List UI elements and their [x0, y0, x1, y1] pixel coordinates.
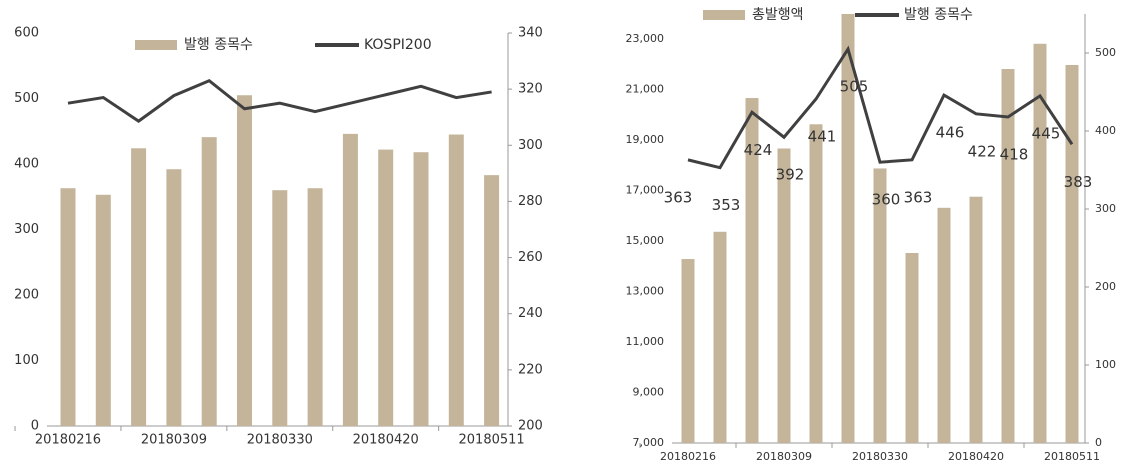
y-tick-label: 15,000: [626, 234, 665, 247]
y-tick-label: 9,000: [633, 386, 665, 399]
y-tick-label: 21,000: [626, 83, 665, 96]
data-label: 441: [808, 128, 837, 146]
y-tick-label: 11,000: [626, 335, 665, 348]
bar: [713, 231, 727, 443]
bar: [131, 148, 147, 426]
bar: [448, 134, 464, 426]
bar: [777, 148, 791, 443]
data-label: 363: [904, 188, 933, 206]
x-tick-label: 20180216: [35, 433, 101, 448]
line: [67, 78, 492, 123]
plot: [681, 14, 1079, 444]
y-tick-label: 600: [14, 26, 39, 41]
y-tick-label: 17,000: [626, 184, 665, 197]
data-label: 505: [840, 78, 869, 96]
y2-tick-label: 280: [518, 194, 543, 209]
data-label: 363: [664, 188, 693, 206]
bar: [272, 190, 288, 426]
bar: [873, 168, 887, 443]
data-label: 424: [744, 141, 773, 159]
data-label: 392: [776, 166, 805, 184]
legend-swatch: [703, 10, 745, 20]
x-tick-label: 20180420: [948, 450, 1004, 463]
y2-tick-label: 220: [518, 362, 543, 377]
data-label: 418: [1000, 145, 1029, 163]
y2-tick-label: 340: [518, 26, 543, 41]
legend-label: 발행 종목수: [904, 7, 973, 23]
y2-tick-label: 260: [518, 250, 543, 265]
bar: [307, 188, 323, 426]
x-tick-label: 20180511: [459, 433, 525, 448]
y-tick-label: 400: [14, 157, 39, 172]
y2-tick-label: 0: [1095, 436, 1102, 449]
data-label: 383: [1064, 173, 1093, 191]
bar: [809, 124, 823, 444]
x-tick-label: 20180330: [852, 450, 908, 463]
y-tick-label: 23,000: [626, 32, 665, 45]
x-tick-label: 20180330: [247, 433, 313, 448]
bar: [1001, 69, 1015, 443]
y-tick-label: 7,000: [633, 436, 665, 449]
data-label: 422: [968, 142, 997, 160]
bar: [237, 95, 252, 426]
y-tick-label: 13,000: [626, 285, 665, 298]
y-tick-label: 500: [14, 91, 39, 106]
bar: [201, 137, 217, 426]
x-tick-label: 20180420: [353, 433, 419, 448]
data-label: 353: [712, 196, 741, 214]
bar: [60, 188, 76, 426]
y-tick-label: 0: [31, 419, 39, 434]
bar: [484, 175, 500, 426]
y2-tick-label: 240: [518, 306, 543, 321]
bar: [166, 169, 182, 427]
bar: [745, 98, 759, 443]
bar: [681, 259, 695, 443]
bar: [1033, 43, 1047, 443]
legend-swatch: [135, 40, 177, 50]
y2-tick-label: 400: [1095, 124, 1116, 137]
y-tick-label: 19,000: [626, 133, 665, 146]
y-tick-label: 300: [14, 222, 39, 237]
bar: [905, 252, 919, 443]
x-tick-label: 20180309: [141, 433, 207, 448]
data-label: 446: [936, 124, 965, 142]
x-tick-label: 20180216: [660, 450, 716, 463]
line: [687, 45, 1074, 170]
plot: [60, 78, 500, 427]
bar: [969, 196, 983, 443]
y2-tick-label: 300: [1095, 202, 1116, 215]
bar: [378, 149, 394, 426]
bar: [841, 14, 855, 443]
x-tick-label: 20180511: [1044, 450, 1100, 463]
bar: [1065, 64, 1079, 444]
legend-label: 발행 종목수: [184, 37, 253, 53]
bar: [342, 133, 358, 426]
y2-tick-label: 200: [518, 419, 543, 434]
y2-tick-label: 320: [518, 82, 543, 97]
y2-tick-label: 300: [518, 138, 543, 153]
bar: [413, 152, 429, 426]
y-tick-label: 100: [14, 353, 39, 368]
legend-label: 총발행액: [752, 7, 804, 23]
y2-tick-label: 200: [1095, 280, 1116, 293]
y2-tick-label: 100: [1095, 358, 1116, 371]
legend-label: KOSPI200: [364, 37, 432, 53]
bar: [937, 207, 951, 443]
bar: [95, 194, 111, 426]
x-tick-label: 20180309: [756, 450, 812, 463]
data-label: 360: [872, 191, 901, 209]
y-tick-label: 200: [14, 288, 39, 303]
y2-tick-label: 500: [1095, 46, 1116, 59]
data-label: 445: [1032, 124, 1061, 142]
